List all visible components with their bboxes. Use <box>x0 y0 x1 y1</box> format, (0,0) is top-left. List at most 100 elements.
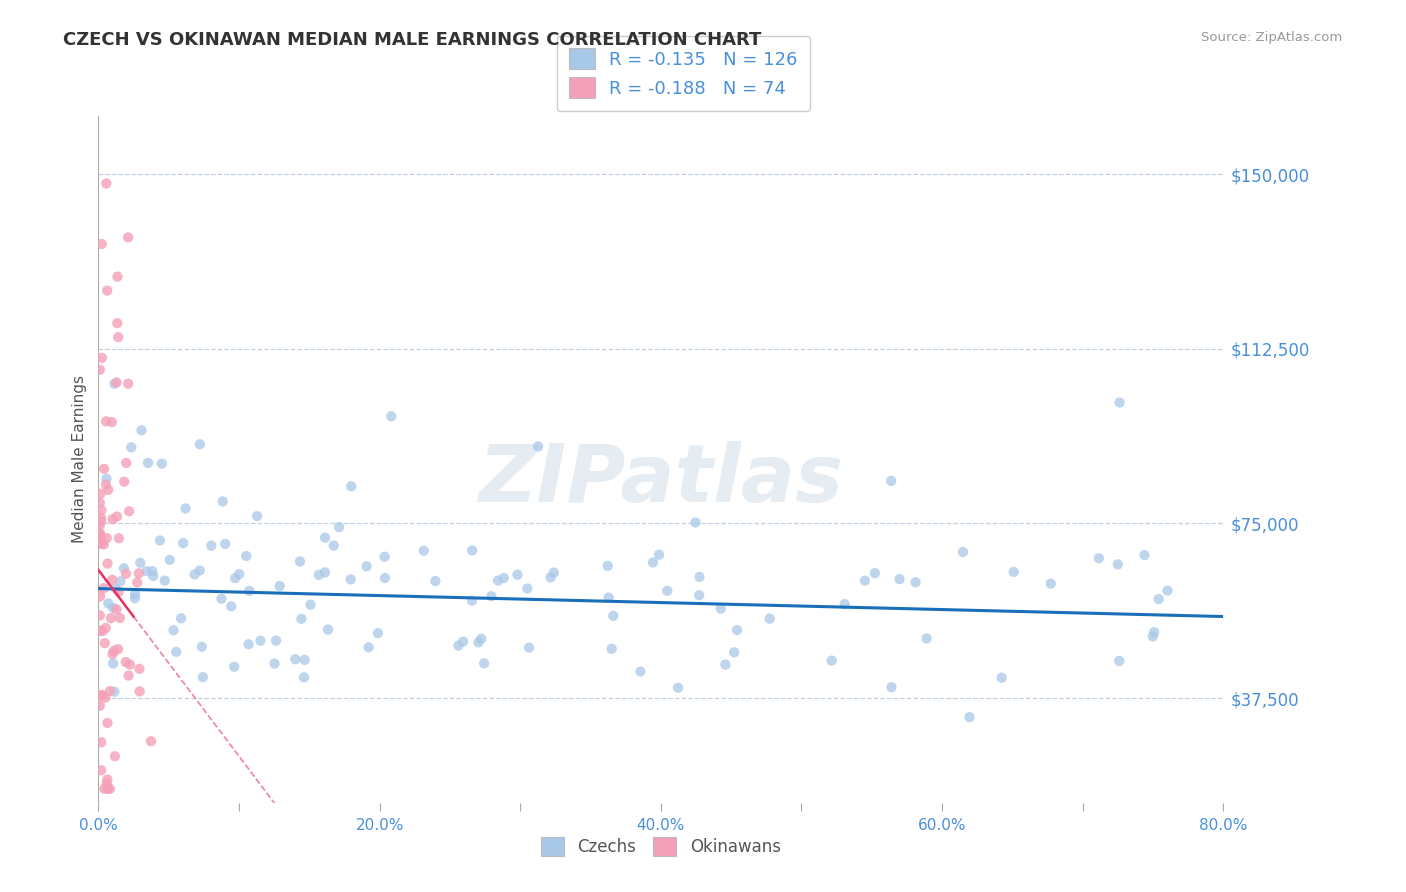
Point <box>128 566 150 581</box>
Point <box>374 571 396 585</box>
Point <box>472 657 495 671</box>
Point <box>89 698 111 713</box>
Point <box>853 574 876 588</box>
Point <box>915 632 938 646</box>
Point <box>89 526 111 541</box>
Point <box>1108 654 1130 668</box>
Point <box>105 602 128 616</box>
Point <box>425 574 447 588</box>
Point <box>191 670 214 684</box>
Point <box>89 689 111 703</box>
Point <box>889 572 911 586</box>
Point <box>249 633 271 648</box>
Point <box>641 556 664 570</box>
Point <box>314 531 336 545</box>
Point <box>235 549 257 563</box>
Point <box>165 645 187 659</box>
Point <box>689 570 711 584</box>
Point <box>90 515 112 529</box>
Point <box>1002 565 1025 579</box>
Legend: Czechs, Okinawans: Czechs, Okinawans <box>534 830 787 863</box>
Point <box>96 715 118 730</box>
Point <box>183 567 205 582</box>
Point <box>114 655 136 669</box>
Point <box>94 414 117 428</box>
Point <box>124 587 146 601</box>
Point <box>214 537 236 551</box>
Point <box>952 545 974 559</box>
Point <box>1039 576 1062 591</box>
Point <box>174 501 197 516</box>
Point <box>97 483 120 497</box>
Point <box>90 735 112 749</box>
Point <box>374 549 396 564</box>
Point <box>94 621 117 635</box>
Point <box>314 566 336 580</box>
Point <box>725 623 748 637</box>
Point <box>93 462 115 476</box>
Point <box>97 781 120 796</box>
Point <box>486 574 509 588</box>
Point <box>356 559 378 574</box>
Point <box>103 644 125 658</box>
Point <box>108 611 131 625</box>
Point <box>112 561 135 575</box>
Point <box>101 601 124 615</box>
Point <box>90 511 112 525</box>
Point <box>94 636 117 650</box>
Point <box>710 601 733 615</box>
Point <box>224 660 246 674</box>
Point <box>150 457 173 471</box>
Point <box>89 537 111 551</box>
Point <box>90 763 112 777</box>
Point <box>129 556 152 570</box>
Point <box>127 575 149 590</box>
Point <box>131 423 153 437</box>
Point <box>666 681 689 695</box>
Point <box>834 597 856 611</box>
Point <box>128 684 150 698</box>
Point <box>89 590 111 604</box>
Point <box>246 509 269 524</box>
Point <box>685 516 707 530</box>
Point <box>447 639 470 653</box>
Point <box>467 635 489 649</box>
Point <box>290 612 312 626</box>
Point <box>367 626 389 640</box>
Point <box>339 572 361 586</box>
Point <box>284 652 307 666</box>
Point <box>540 570 562 584</box>
Point <box>135 564 157 578</box>
Point <box>200 539 222 553</box>
Point <box>108 531 131 545</box>
Point <box>263 657 285 671</box>
Point <box>103 684 125 698</box>
Point <box>98 781 121 796</box>
Point <box>89 531 111 545</box>
Point <box>96 776 118 790</box>
Text: CZECH VS OKINAWAN MEDIAN MALE EARNINGS CORRELATION CHART: CZECH VS OKINAWAN MEDIAN MALE EARNINGS C… <box>63 31 762 49</box>
Point <box>340 479 363 493</box>
Point <box>101 512 124 526</box>
Point <box>224 571 246 585</box>
Point <box>110 574 132 589</box>
Point <box>506 567 529 582</box>
Point <box>107 642 129 657</box>
Point <box>94 690 117 705</box>
Point <box>1147 592 1170 607</box>
Point <box>90 237 112 252</box>
Point <box>723 645 745 659</box>
Point <box>357 640 380 655</box>
Point <box>118 504 141 518</box>
Text: Source: ZipAtlas.com: Source: ZipAtlas.com <box>1202 31 1343 45</box>
Point <box>543 566 565 580</box>
Point <box>91 624 114 639</box>
Point <box>100 611 122 625</box>
Point <box>105 376 128 390</box>
Point <box>107 269 129 284</box>
Point <box>191 640 214 654</box>
Point <box>294 653 316 667</box>
Point <box>264 633 287 648</box>
Point <box>159 553 181 567</box>
Point <box>758 612 780 626</box>
